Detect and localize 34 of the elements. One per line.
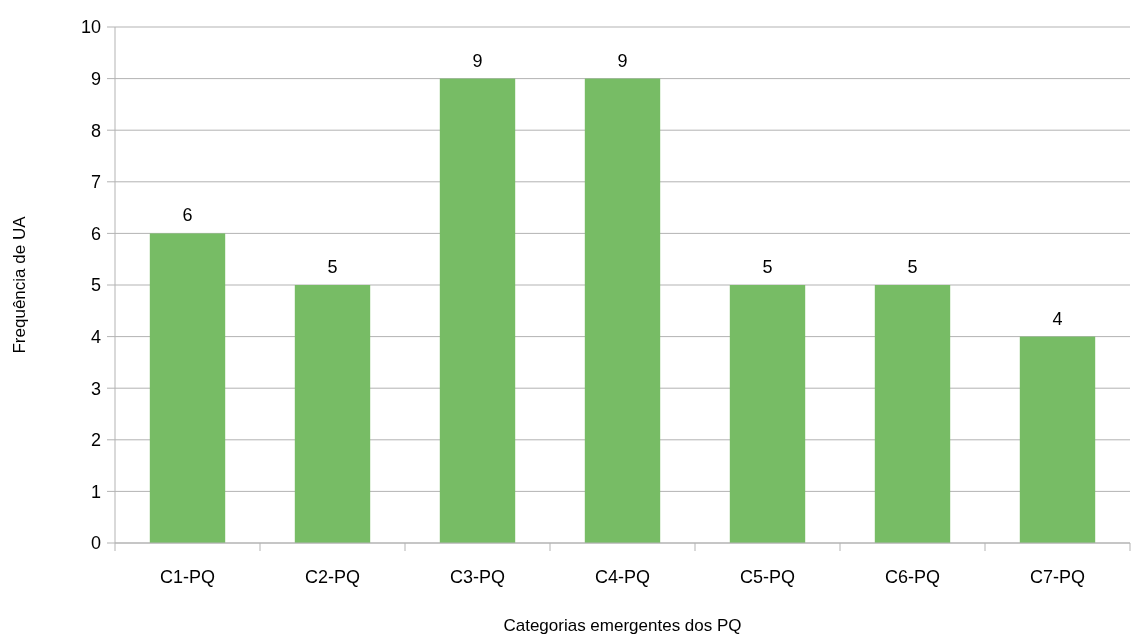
x-tick-label: C4-PQ xyxy=(594,567,651,587)
x-axis-title: Categorias emergentes dos PQ xyxy=(503,616,742,635)
data-label: 6 xyxy=(182,205,193,226)
data-label: 4 xyxy=(1052,308,1063,329)
y-tick-label: 10 xyxy=(80,17,101,38)
data-label: 5 xyxy=(907,257,918,277)
y-tick-label: 9 xyxy=(90,68,101,89)
bar xyxy=(729,285,806,543)
bar xyxy=(149,233,226,543)
bar xyxy=(874,285,951,543)
x-tick-label: C7-PQ xyxy=(1029,567,1086,587)
bar xyxy=(1019,336,1096,543)
data-label: 9 xyxy=(472,50,483,71)
y-tick-label: 7 xyxy=(90,172,101,193)
y-tick-label: 2 xyxy=(90,430,101,451)
x-tick-label: C5-PQ xyxy=(739,567,796,587)
x-tick-label: C3-PQ xyxy=(449,567,506,587)
y-axis-title: Frequência de UA xyxy=(10,215,29,354)
bar xyxy=(439,78,516,543)
y-tick-label: 5 xyxy=(90,275,101,296)
y-tick-label: 1 xyxy=(90,481,101,502)
y-tick-label: 4 xyxy=(90,326,101,347)
x-tick-label: C1-PQ xyxy=(159,567,216,587)
data-label: 9 xyxy=(617,50,628,71)
x-tick-label: C2-PQ xyxy=(304,567,361,587)
data-label: 5 xyxy=(762,257,773,277)
y-tick-label: 6 xyxy=(90,223,101,244)
bar xyxy=(294,285,371,543)
y-tick-label: 8 xyxy=(90,120,101,141)
y-tick-label: 0 xyxy=(90,533,101,554)
bar xyxy=(584,78,661,543)
y-tick-label: 3 xyxy=(90,378,101,399)
x-tick-label: C6-PQ xyxy=(884,567,941,587)
data-label: 5 xyxy=(327,257,338,277)
